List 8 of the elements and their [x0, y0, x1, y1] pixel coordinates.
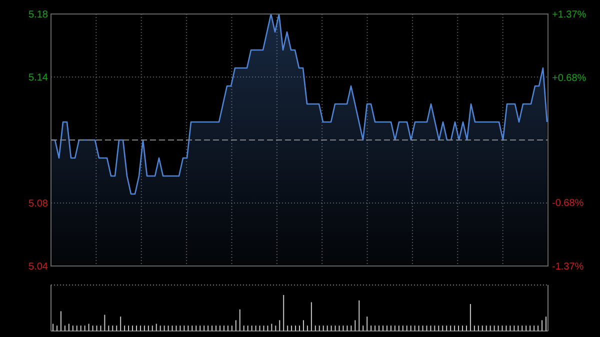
y2-tick-label: -1.37% — [552, 262, 584, 272]
y-tick-label: 5.04 — [28, 262, 48, 272]
y-tick-label: 5.08 — [28, 198, 48, 210]
y2-tick-label: +0.68% — [552, 72, 586, 84]
y-tick-label: 5.14 — [28, 72, 48, 84]
y2-tick-label: -0.68% — [552, 198, 584, 210]
y-tick-label: 5.18 — [28, 10, 48, 20]
y2-tick-label: +1.37% — [552, 10, 586, 20]
